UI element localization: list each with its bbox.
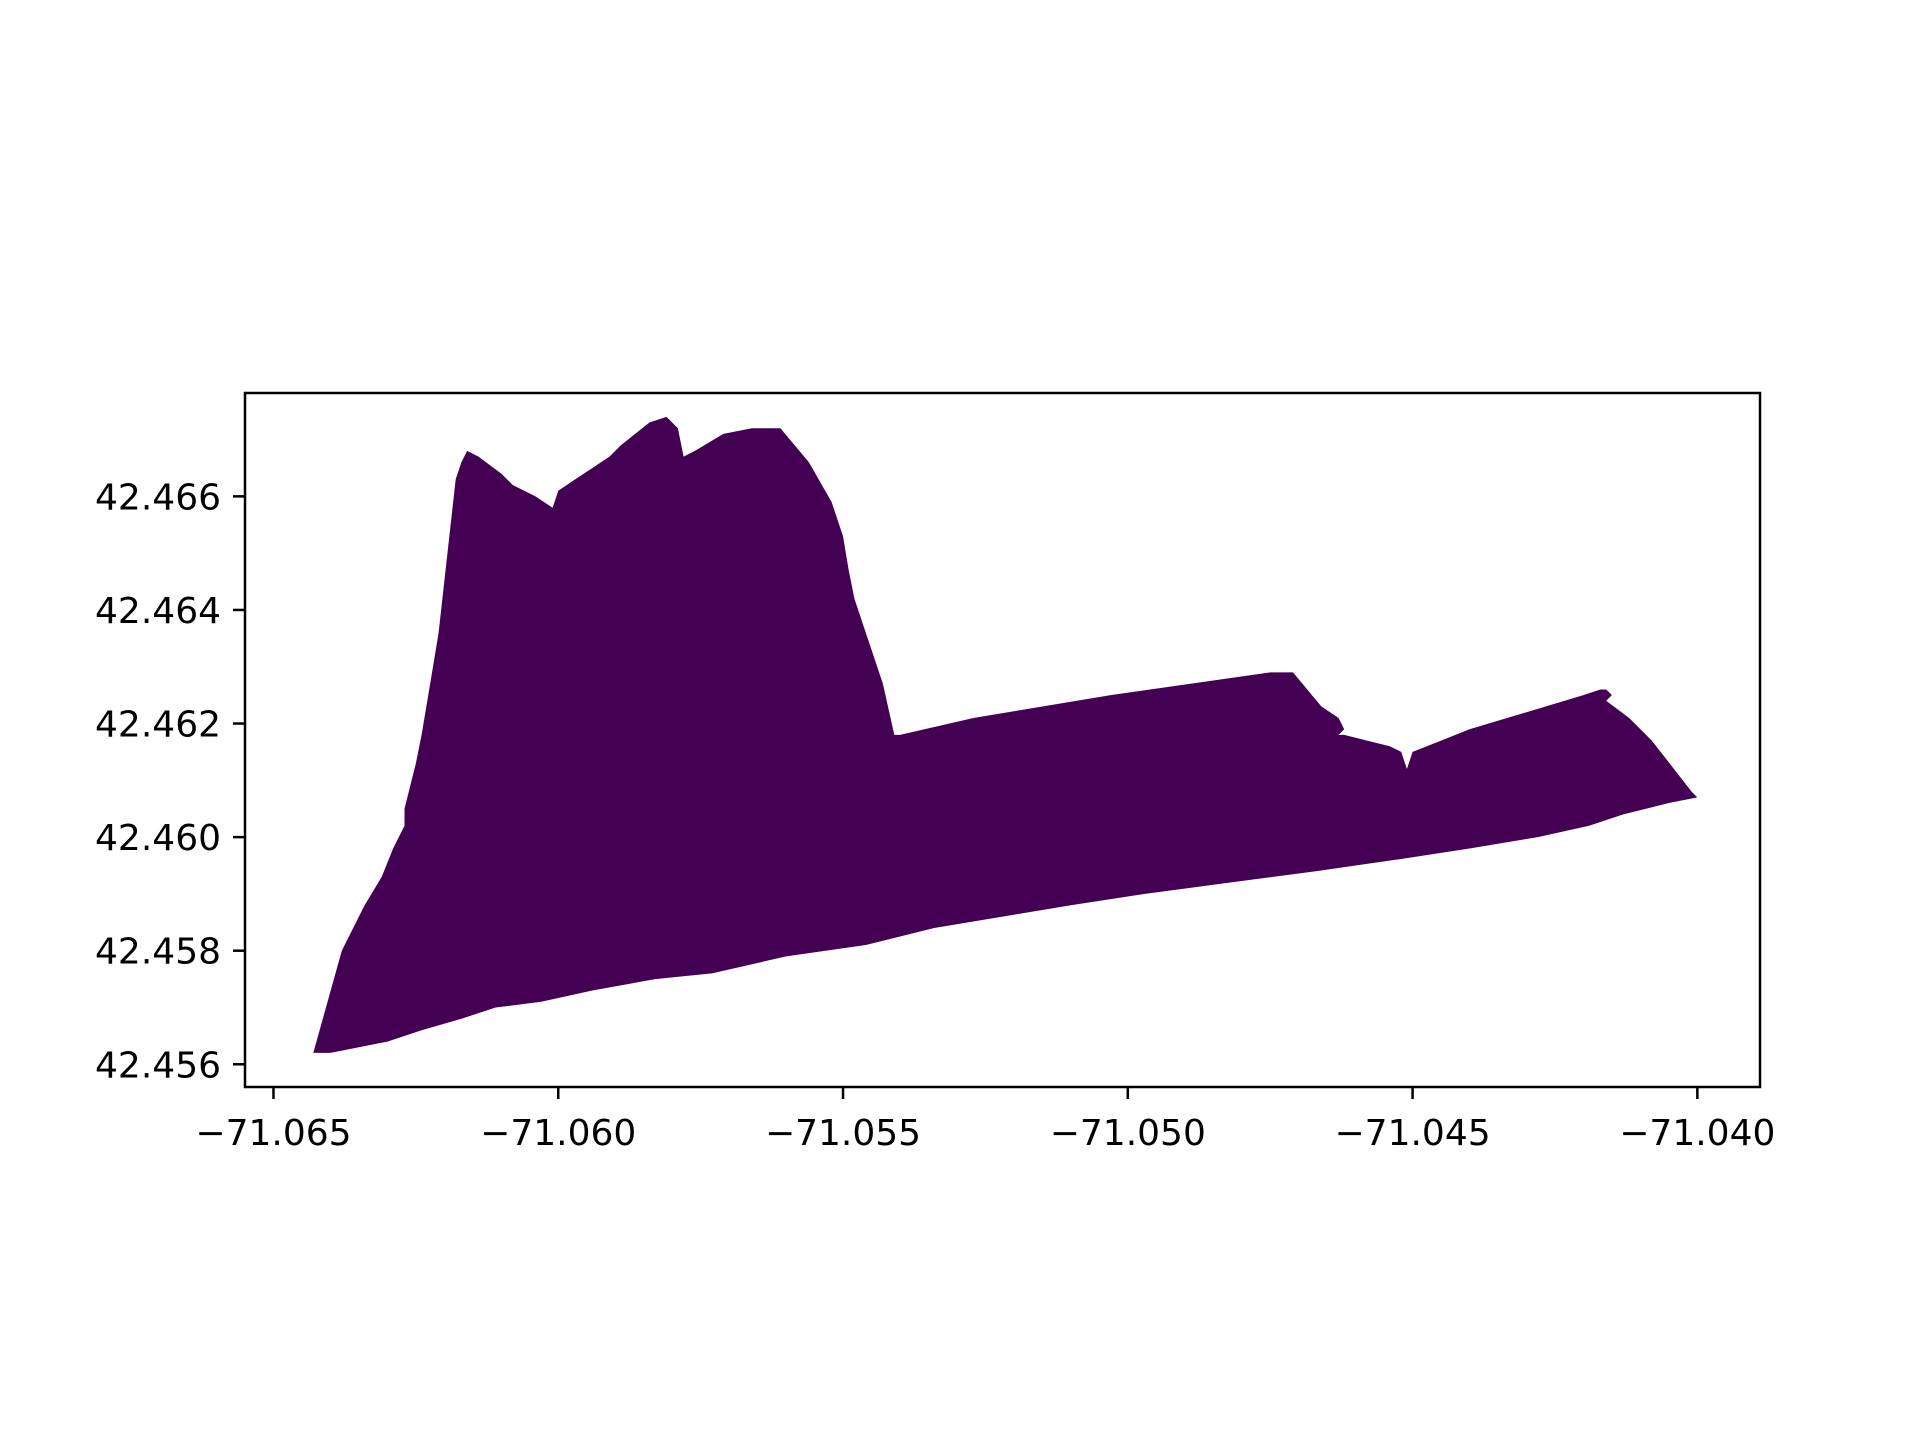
y-tick-label: 42.466 <box>95 477 221 518</box>
y-tick-label: 42.460 <box>95 818 221 859</box>
axes-frame <box>243 391 1762 1089</box>
y-tick-label: 42.462 <box>95 705 221 746</box>
region-polygon <box>313 416 1698 1053</box>
y-axis: 42.456 42.458 42.460 42.462 42.464 42.466 <box>95 477 245 1086</box>
x-tick-label: −71.050 <box>1050 1113 1206 1154</box>
x-tick-label: −71.045 <box>1335 1113 1491 1154</box>
x-axis: −71.065 −71.060 −71.055 −71.050 −71.045 −71.0… <box>195 1087 1775 1154</box>
y-tick-label: 42.464 <box>95 591 221 632</box>
x-tick-label: −71.065 <box>195 1113 351 1154</box>
y-tick-label: 42.458 <box>95 932 221 973</box>
y-tick-label: 42.456 <box>95 1045 221 1086</box>
x-tick-label: −71.060 <box>480 1113 636 1154</box>
x-tick-label: −71.055 <box>765 1113 921 1154</box>
plot-area <box>313 416 1698 1053</box>
x-tick-label: −71.040 <box>1619 1113 1775 1154</box>
